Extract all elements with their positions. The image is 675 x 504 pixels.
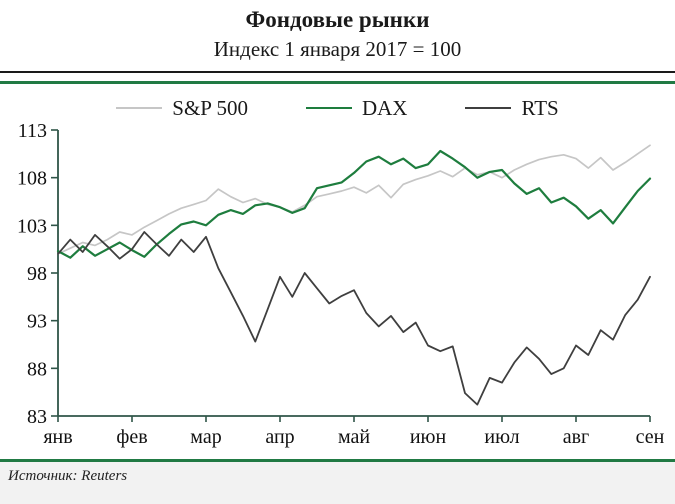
chart-legend: S&P 500 DAX RTS — [0, 94, 675, 122]
chart-header: Фондовые рынки Индекс 1 января 2017 = 10… — [0, 0, 675, 64]
svg-text:мар: мар — [190, 426, 221, 448]
legend-label-sp500: S&P 500 — [172, 95, 248, 120]
legend-line-rts — [465, 107, 512, 109]
header-divider-dark — [0, 71, 675, 73]
legend-label-rts: RTS — [521, 95, 559, 120]
svg-text:авг: авг — [563, 426, 590, 448]
footer-divider-green — [0, 459, 675, 462]
legend-item-dax: DAX — [305, 95, 408, 121]
svg-text:фев: фев — [116, 426, 147, 448]
svg-text:103: 103 — [17, 215, 47, 237]
svg-text:88: 88 — [27, 358, 47, 380]
svg-text:апр: апр — [265, 426, 294, 448]
chart-subtitle: Индекс 1 января 2017 = 100 — [213, 37, 462, 61]
svg-text:83: 83 — [27, 406, 47, 428]
header-divider-green — [0, 81, 675, 84]
svg-text:июн: июн — [410, 426, 447, 448]
legend-label-dax: DAX — [361, 95, 408, 120]
chart-canvas: 83 88 93 98 103 108 113 янв фев мар апр май июн июл ав… — [17, 120, 665, 448]
chart-title: Фондовые рынки — [245, 7, 430, 32]
svg-text:июл: июл — [484, 426, 519, 448]
legend-item-sp500: S&P 500 — [116, 96, 248, 121]
legend-line-dax — [305, 107, 352, 109]
legend-line-sp500 — [116, 107, 163, 109]
svg-text:май: май — [338, 426, 370, 448]
source-note: Источник: Reuters — [8, 468, 128, 484]
svg-text:93: 93 — [27, 311, 47, 333]
line-chart: 83 88 93 98 103 108 113 янв фев мар апр май июн июл ав… — [0, 120, 675, 457]
legend-item-rts: RTS — [465, 95, 559, 121]
svg-text:сен: сен — [636, 426, 665, 448]
footer: Источник: Reuters — [0, 462, 675, 504]
svg-text:янв: янв — [43, 426, 72, 448]
svg-text:113: 113 — [18, 122, 47, 142]
svg-text:108: 108 — [17, 168, 47, 190]
svg-text:98: 98 — [27, 263, 47, 285]
